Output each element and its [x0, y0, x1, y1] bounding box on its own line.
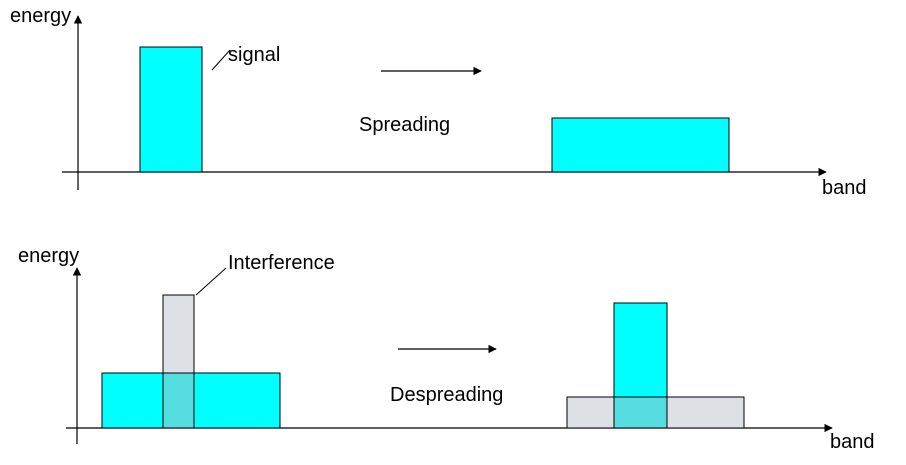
interference-label: Interference: [228, 252, 335, 274]
narrowband-interference-bar: [162, 294, 195, 374]
top-panel: energy band signal Spreading: [10, 5, 867, 199]
signal-callout-line: [211, 49, 231, 71]
recovered-overlap-region: [613, 396, 668, 429]
interference-overlap-region: [162, 372, 195, 429]
bottom-band-label: band: [830, 431, 875, 453]
signal-label: signal: [228, 44, 280, 66]
bottom-panel: energy band Interference Despreading: [18, 245, 875, 453]
interference-callout-line: [195, 267, 227, 296]
top-energy-label: energy: [10, 5, 71, 27]
spread-signal-bar: [551, 117, 730, 173]
top-band-label: band: [822, 177, 867, 199]
narrowband-signal-bar: [139, 46, 203, 173]
recovered-signal-bar: [613, 302, 668, 398]
bottom-energy-label: energy: [18, 245, 79, 267]
spreading-label: Spreading: [359, 114, 450, 136]
despreading-label: Despreading: [390, 384, 503, 406]
